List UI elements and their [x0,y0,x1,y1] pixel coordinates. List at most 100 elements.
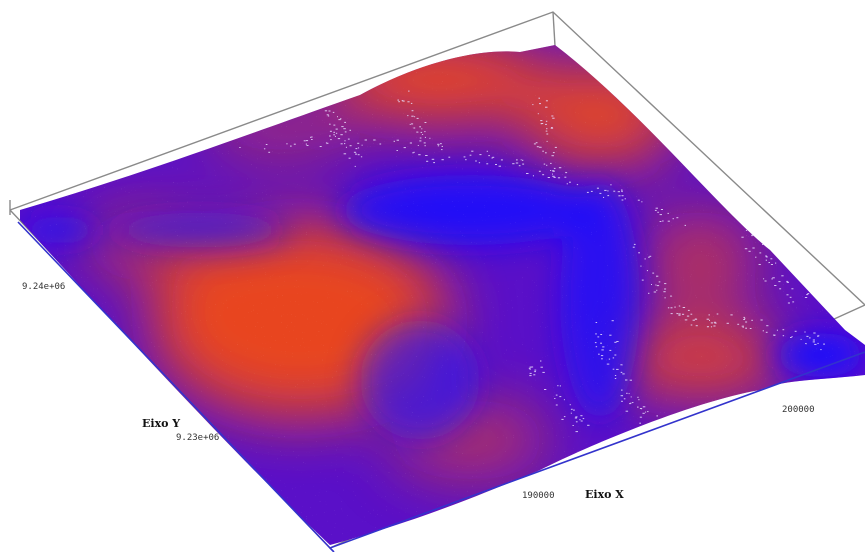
terrain-speckle [660,209,663,210]
terrain-speckle [534,369,537,371]
terrain-speckle [640,408,643,410]
terrain-speckle [340,143,343,145]
terrain-speckle [397,99,399,101]
y-tick-label: 9.23e+06 [176,433,219,443]
terrain-speckle [614,354,617,356]
terrain-speckle [431,158,435,160]
terrain-speckle [625,410,629,412]
terrain-speckle [463,156,466,158]
terrain-speckle [762,330,764,332]
terrain-speckle [575,431,578,433]
terrain-speckle [772,277,775,279]
terrain-speckle [590,190,593,192]
terrain-speckle [325,142,328,144]
terrain-speckle [561,418,564,420]
terrain-speckle [529,366,532,368]
terrain-speckle [759,252,762,254]
terrain-speckle [601,358,603,360]
terrain-speckle [618,195,621,197]
terrain-speckle [622,373,625,375]
terrain-speckle [620,371,623,373]
terrain-speckle [546,133,549,135]
terrain-speckle [749,328,752,329]
terrain-speckle [714,322,717,324]
terrain-speckle [416,131,419,133]
terrain-speckle [743,319,745,320]
terrain-speckle [541,123,544,124]
terrain-speckle [637,406,639,408]
terrain-speckle [667,307,670,309]
terrain-speckle [546,164,548,166]
terrain-speckle [612,357,615,359]
terrain-speckle [639,416,642,418]
terrain-speckle [786,294,789,296]
terrain-speckle [580,420,583,422]
terrain-speckle [616,368,619,370]
terrain-speckle [347,138,350,140]
terrain-speckle [520,159,522,161]
terrain-speckle [678,314,681,316]
terrain-speckle [557,385,559,387]
terrain-speckle [440,143,442,145]
terrain-speckle [670,295,672,297]
terrain-speckle [239,147,241,148]
terrain-speckle [268,151,271,153]
terrain-speckle [600,355,604,357]
terrain-speckle [492,156,495,158]
terrain-speckle [804,331,806,333]
terrain-speckle [648,256,650,258]
terrain-speckle [552,117,555,119]
terrain-speckle [656,289,658,291]
terrain-speckle [333,131,335,133]
terrain-speckle [765,331,768,333]
terrain-speckle [608,358,611,360]
terrain-speckle [791,288,794,290]
terrain-speckle [786,281,789,283]
terrain-speckle [599,192,602,194]
terrain-speckle [617,191,620,193]
terrain-speckle [348,157,351,159]
terrain-speckle [760,319,763,321]
terrain-speckle [433,162,435,164]
terrain-speckle [792,301,795,303]
terrain-speckle [478,162,481,164]
terrain-speckle [626,392,628,394]
terrain-speckle [357,142,360,144]
terrain-speckle [570,412,572,414]
terrain-speckle [656,275,659,277]
terrain-speckle [790,337,792,338]
terrain-speckle [563,399,565,401]
terrain-speckle [774,334,776,336]
terrain-speckle [576,184,579,186]
terrain-speckle [649,255,652,257]
terrain-speckle [755,256,757,258]
terrain-speckle [546,140,548,142]
terrain-speckle [340,134,343,136]
terrain-speckle [344,131,347,133]
terrain-speckle [652,272,655,274]
terrain-speckle [550,127,554,129]
terrain-speckle [411,123,414,125]
terrain-speckle [424,145,426,147]
terrain-speckle [774,285,777,286]
terrain-speckle [614,378,617,379]
terrain-speckle [630,402,632,404]
terrain-speckle [417,145,419,146]
terrain-speckle [553,176,556,178]
terrain-speckle [709,319,710,321]
terrain-speckle [329,130,332,132]
y-axis: 9.24e+06 Eixo Y 9.23e+06 [22,282,219,443]
terrain-speckle [676,313,679,315]
terrain-speckle [684,224,686,226]
terrain-speckle [813,332,816,334]
terrain-speckle [641,201,643,203]
terrain-speckle [647,411,649,413]
terrain-speckle [663,291,666,293]
terrain-speckle [765,259,767,261]
terrain-speckle [642,406,646,408]
terrain-speckle [621,190,623,192]
terrain-speckle [573,409,575,411]
terrain-speckle [355,153,357,155]
terrain-speckle [629,403,632,405]
